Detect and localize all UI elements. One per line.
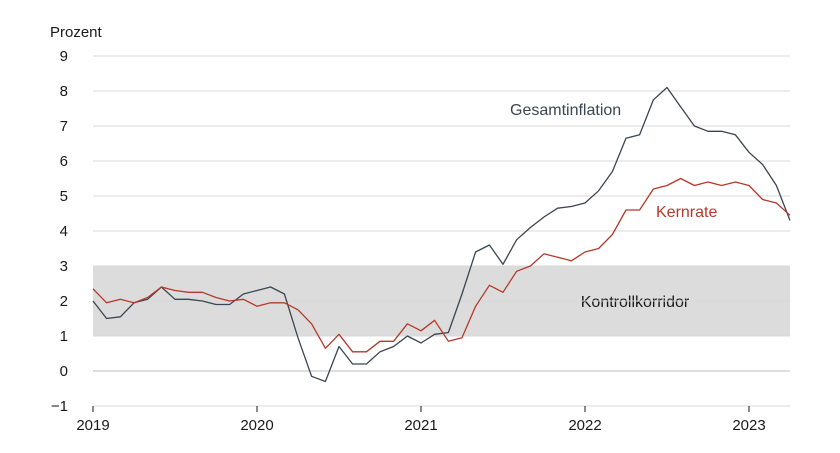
x-tick-labels: 2019 2020 2021 2022 2023 (76, 406, 766, 434)
y-tick-label: 7 (60, 118, 68, 135)
x-tick-label: 2022 (568, 417, 601, 434)
y-tick-label: −1 (51, 398, 68, 415)
series-label-kernrate: Kernrate (656, 204, 717, 221)
x-tick-label: 2023 (732, 417, 765, 434)
series-line-kernrate (92, 177, 791, 353)
gridlines (93, 55, 790, 407)
series-line-gesamtinflation (92, 86, 791, 383)
x-tick-label: 2020 (240, 417, 273, 434)
y-tick-label: 1 (60, 328, 68, 345)
corridor-label: Kontrollkorridor (581, 294, 690, 311)
y-tick-label: 8 (60, 83, 68, 100)
series-lines (92, 86, 791, 383)
series-label-gesamtinflation: Gesamtinflation (510, 102, 621, 119)
series-labels: Gesamtinflation Kernrate (510, 102, 717, 221)
y-tick-label: 2 (60, 293, 68, 310)
y-tick-label: 9 (60, 48, 68, 65)
y-tick-label: 3 (60, 258, 68, 275)
y-axis-label: Prozent (50, 24, 103, 41)
y-tick-label: 4 (60, 223, 68, 240)
y-tick-label: 5 (60, 188, 68, 205)
x-tick-label: 2019 (76, 417, 109, 434)
x-tick-label: 2021 (404, 417, 437, 434)
y-tick-label: 6 (60, 153, 68, 170)
y-tick-labels: 9 8 7 6 5 4 3 2 1 0 −1 (51, 48, 68, 415)
y-tick-label: 0 (60, 363, 68, 380)
